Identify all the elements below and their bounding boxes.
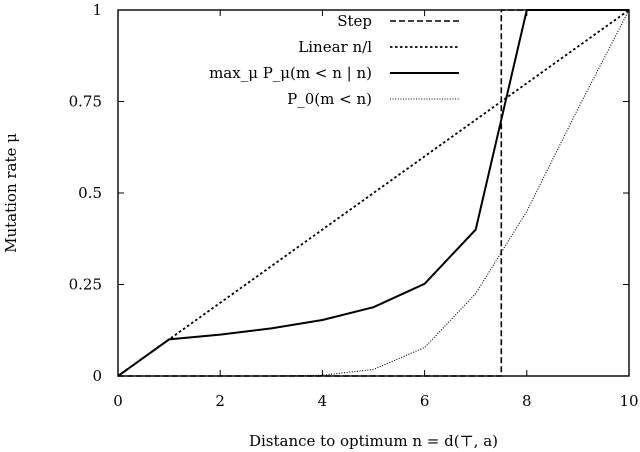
y-tick-label: 0.25 (69, 276, 102, 294)
legend: Step Linear n/l max_μ P_μ(m < n | n) P_0(m … (209, 12, 459, 108)
x-tick-label: 8 (522, 392, 532, 410)
series-line-4 (118, 9, 630, 377)
legend-label: Linear n/l (298, 38, 372, 56)
y-axis-label: Mutation rate μ (2, 133, 20, 253)
y-tick-label: 0.75 (69, 93, 102, 111)
x-tick-label: 0 (113, 392, 123, 410)
legend-label: max_μ P_μ(m < n | n) (209, 64, 372, 82)
y-tick-label: 0.5 (78, 184, 102, 202)
x-axis-label: Distance to optimum n = d(⊤, a) (249, 432, 498, 450)
x-tick-label: 10 (619, 392, 638, 410)
y-tick-label: 0 (92, 367, 102, 385)
legend-label: P_0(m < n) (287, 90, 372, 108)
series-line-1 (118, 9, 629, 377)
x-tick-label: 2 (215, 392, 225, 410)
series-layer (117, 9, 630, 377)
x-tick-label: 6 (420, 392, 430, 410)
plot-frame (117, 9, 630, 377)
tick-layer: 0 2 4 6 8 10 0 0.25 0.5 0.75 1 (69, 1, 639, 410)
legend-label: Step (337, 12, 372, 30)
series-line-2 (117, 9, 630, 377)
y-tick-label: 1 (92, 1, 102, 19)
series-line-3 (117, 9, 629, 377)
x-tick-label: 4 (318, 392, 328, 410)
